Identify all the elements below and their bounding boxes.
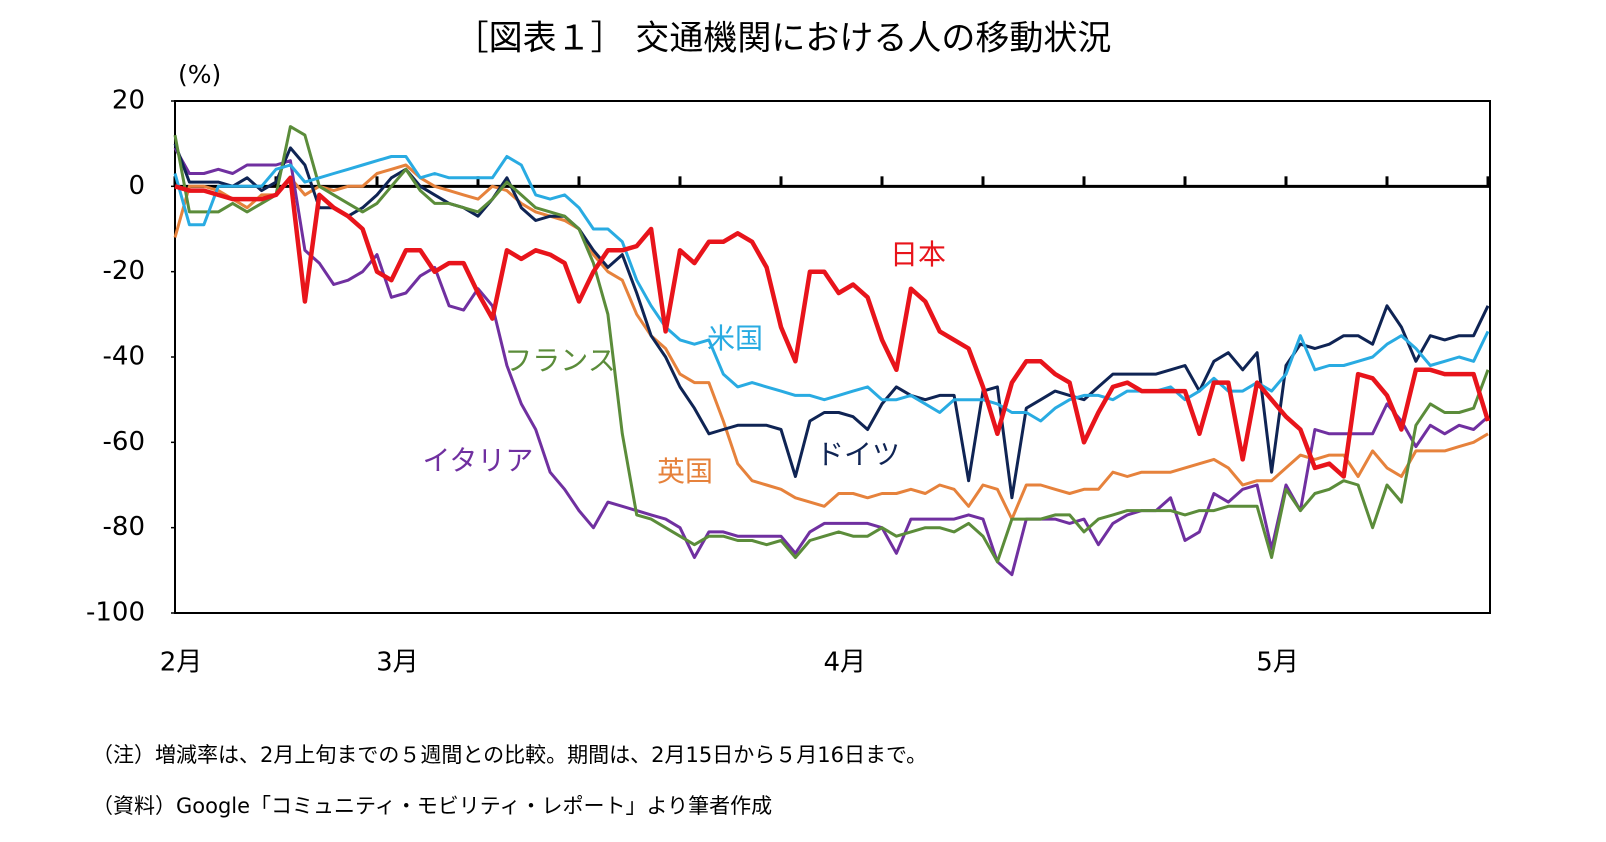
series-label: 日本	[890, 238, 946, 271]
series-label: 英国	[657, 455, 713, 488]
chart-title: ［図表１］ 交通機関における人の移動状況	[455, 19, 1112, 59]
series-label: 米国	[707, 322, 763, 355]
y-tick-label: -20	[103, 256, 145, 286]
series-line	[173, 125, 1490, 564]
x-tick-label: 4月	[823, 648, 866, 678]
series-label: イタリア	[423, 444, 534, 477]
note: （資料）Google「コミュニティ・モビリティ・レポート」より筆者作成	[92, 794, 772, 818]
x-tick-label: 3月	[376, 648, 419, 678]
y-unit: (%)	[178, 60, 221, 89]
y-tick-label: -60	[103, 427, 145, 457]
series-line	[173, 147, 1489, 577]
y-tick-label: -100	[86, 598, 145, 628]
note: （注）増減率は、2月上旬までの５週間との比較。期間は、2月15日から５月16日ま…	[92, 743, 927, 767]
y-tick-label: -40	[103, 342, 145, 372]
series-line	[174, 175, 1491, 479]
x-tick-label: 2月	[160, 648, 203, 678]
x-tick-label: 5月	[1256, 648, 1299, 678]
series-label: フランス	[504, 344, 615, 377]
y-tick-label: 0	[128, 171, 145, 201]
series-label: ドイツ	[816, 438, 900, 471]
series-line	[173, 155, 1490, 423]
y-tick-label: -80	[103, 512, 145, 542]
series-line	[173, 163, 1489, 521]
series-line	[173, 143, 1490, 500]
y-tick-label: 20	[112, 86, 145, 116]
